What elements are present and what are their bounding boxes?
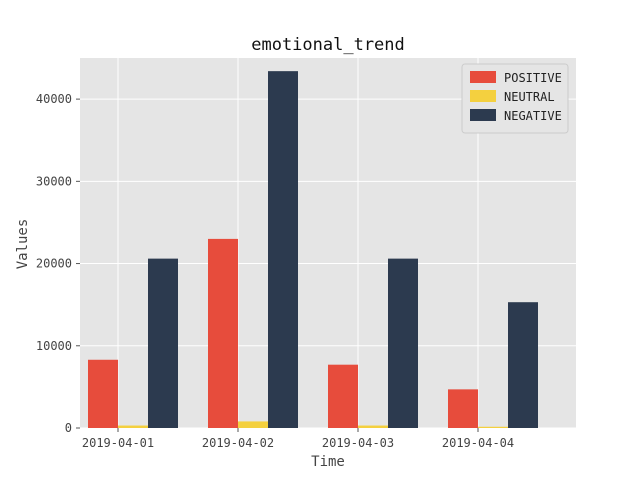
legend-swatch [470,71,496,83]
bar-positive-2019-04-01 [88,359,118,428]
y-tick-label: 40000 [36,92,72,106]
bar-negative-2019-04-04 [508,302,538,428]
y-axis-label: Values [15,219,31,270]
y-axis-ticks: 0 10000 20000 30000 40000 [36,92,80,435]
legend-label: POSITIVE [504,71,562,85]
bar-negative-2019-04-01 [148,258,178,428]
y-tick-label: 20000 [36,257,72,271]
bar-negative-2019-04-02 [268,71,298,429]
bar-neutral-2019-04-02 [238,421,268,428]
y-tick-label: 30000 [36,174,72,188]
chart-title: emotional_trend [251,35,405,55]
x-tick-label: 2019-04-02 [202,436,274,450]
y-tick-label: 10000 [36,339,72,353]
legend: POSITIVE NEUTRAL NEGATIVE [461,63,569,134]
legend-swatch [470,90,496,102]
x-tick-label: 2019-04-03 [322,436,394,450]
bar-neutral-2019-04-03 [358,425,388,428]
x-tick-label: 2019-04-04 [442,436,514,450]
bar-positive-2019-04-02 [208,238,238,428]
legend-label: NEGATIVE [504,109,562,123]
x-tick-label: 2019-04-01 [82,436,154,450]
x-axis-ticks: 2019-04-01 2019-04-02 2019-04-03 2019-04-04 [82,428,514,450]
bar-positive-2019-04-03 [328,364,358,428]
x-axis-label: Time [311,454,345,470]
legend-swatch [470,109,496,121]
legend-label: NEUTRAL [504,90,555,104]
bar-negative-2019-04-03 [388,258,418,428]
bars [88,71,538,429]
bar-neutral-2019-04-01 [118,425,148,428]
y-tick-label: 0 [65,421,72,435]
bar-neutral-2019-04-04 [478,426,508,428]
bar-positive-2019-04-04 [448,389,478,428]
